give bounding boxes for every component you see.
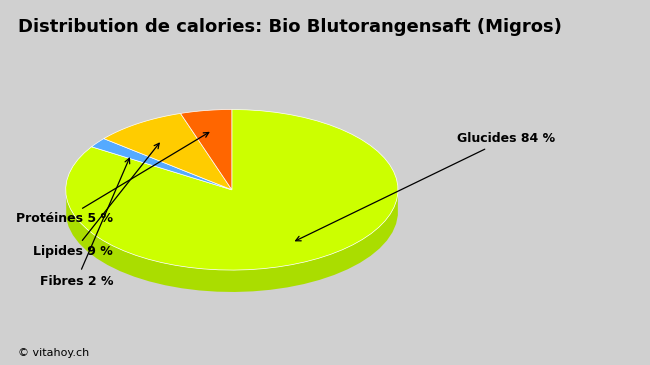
Polygon shape xyxy=(92,139,232,190)
Polygon shape xyxy=(66,193,398,292)
Polygon shape xyxy=(181,110,232,190)
Text: Protéines 5 %: Protéines 5 % xyxy=(16,132,209,226)
Text: Distribution de calories: Bio Blutorangensaft (Migros): Distribution de calories: Bio Blutorange… xyxy=(18,18,562,36)
Text: © vitahoy.ch: © vitahoy.ch xyxy=(18,348,90,358)
Polygon shape xyxy=(104,114,232,190)
Text: Lipides 9 %: Lipides 9 % xyxy=(33,143,159,258)
Text: Glucides 84 %: Glucides 84 % xyxy=(296,132,556,241)
Polygon shape xyxy=(66,110,398,270)
Text: Fibres 2 %: Fibres 2 % xyxy=(40,158,130,288)
